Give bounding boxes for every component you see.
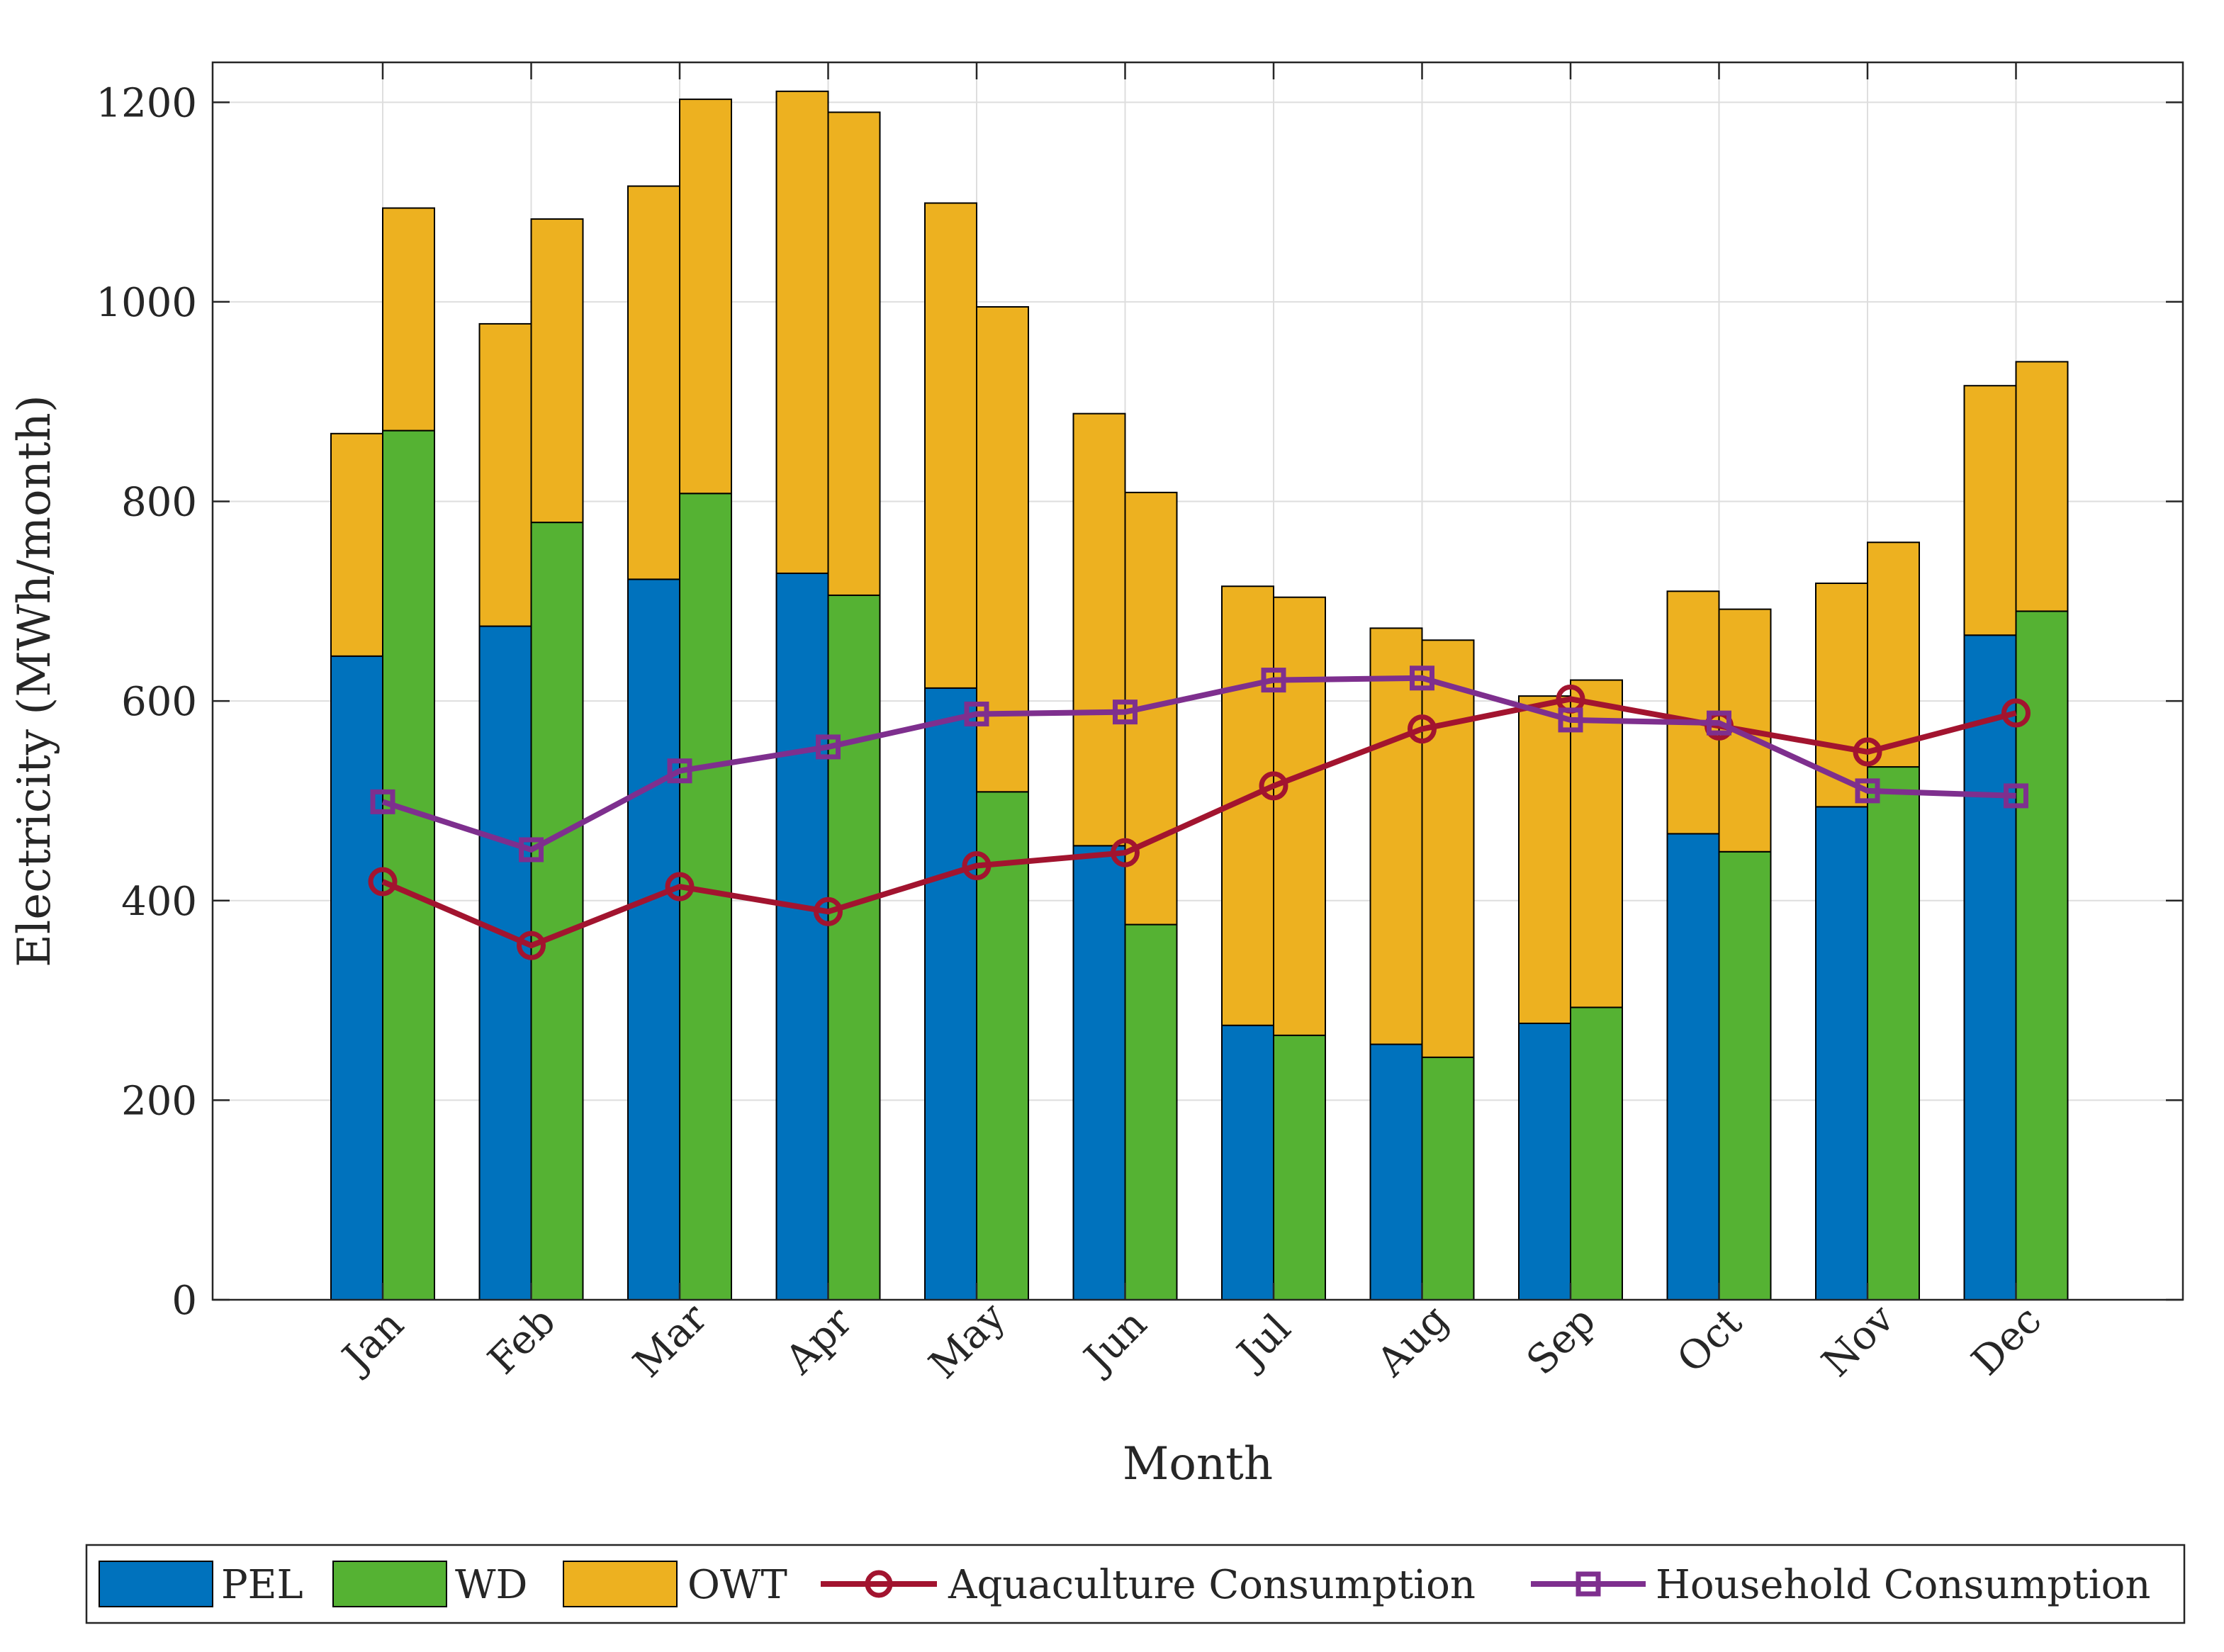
y-tick-label: 1200 bbox=[96, 80, 197, 126]
bar-wd-aug-right bbox=[1421, 1056, 1475, 1300]
point-aquaculture-consumption-jun bbox=[1111, 838, 1140, 867]
bar-pel-oct-left bbox=[1666, 833, 1720, 1300]
bar-wd-nov-right bbox=[1867, 766, 1920, 1300]
y-axis-label: Electricity (MWh/month) bbox=[9, 395, 61, 967]
point-aquaculture-consumption-nov bbox=[1853, 737, 1882, 767]
point-household-consumption-feb bbox=[519, 837, 544, 862]
bar-owt-apr-left bbox=[775, 90, 829, 574]
bar-owt-mar-right bbox=[679, 99, 732, 495]
y-tick-label: 600 bbox=[121, 679, 197, 725]
legend-label-household: Household Consumption bbox=[1656, 1562, 2150, 1608]
legend: PEL WD OWT Aquaculture Consumption House… bbox=[85, 1544, 2186, 1624]
series-lines bbox=[368, 665, 2031, 960]
bar-pel-jan-left bbox=[330, 655, 383, 1300]
bar-pel-sep-left bbox=[1518, 1022, 1571, 1301]
legend-marker-aquaculture bbox=[865, 1570, 893, 1598]
point-household-consumption-sep bbox=[1558, 707, 1583, 733]
bar-wd-feb-right bbox=[530, 522, 584, 1300]
bar-pel-nov-left bbox=[1815, 806, 1868, 1300]
y-tick-label: 0 bbox=[172, 1278, 197, 1324]
y-tick-label: 800 bbox=[121, 480, 197, 526]
bar-pel-aug-left bbox=[1369, 1043, 1423, 1301]
legend-label-aquaculture: Aquaculture Consumption bbox=[948, 1562, 1476, 1608]
legend-swatch-pel bbox=[99, 1561, 213, 1607]
bar-owt-nov-right bbox=[1867, 541, 1920, 768]
point-household-consumption-oct bbox=[1707, 710, 1731, 736]
bar-wd-may-right bbox=[976, 791, 1029, 1300]
y-tick-label: 200 bbox=[121, 1078, 197, 1124]
point-household-consumption-nov bbox=[1855, 778, 1880, 804]
point-household-consumption-dec bbox=[2004, 783, 2028, 809]
bar-owt-jan-right bbox=[382, 207, 435, 432]
legend-swatch-wd bbox=[332, 1561, 447, 1607]
bar-owt-may-left bbox=[924, 202, 977, 689]
axis-ticks bbox=[213, 62, 2183, 1301]
bar-owt-dec-left bbox=[1963, 385, 2017, 636]
bar-wd-jan-right bbox=[382, 429, 435, 1300]
bar-pel-apr-left bbox=[775, 572, 829, 1300]
legend-label-pel: PEL bbox=[221, 1562, 303, 1608]
legend-swatch-owt bbox=[563, 1561, 678, 1607]
bar-owt-aug-left bbox=[1369, 627, 1423, 1045]
bar-pel-mar-left bbox=[627, 578, 680, 1300]
bar-pel-jun-left bbox=[1072, 845, 1126, 1301]
plot-frame bbox=[211, 61, 2184, 1301]
bar-owt-aug-right bbox=[1421, 639, 1475, 1058]
bar-owt-feb-left bbox=[478, 322, 532, 627]
point-household-consumption-jan bbox=[370, 789, 395, 814]
bar-owt-sep-right bbox=[1570, 679, 1623, 1008]
bar-wd-jul-right bbox=[1273, 1034, 1326, 1300]
legend-marker-household bbox=[1576, 1571, 1601, 1597]
point-aquaculture-consumption-jan bbox=[368, 867, 398, 897]
bar-owt-sep-left bbox=[1518, 695, 1571, 1024]
bar-pel-feb-left bbox=[478, 625, 532, 1300]
point-aquaculture-consumption-may bbox=[962, 850, 992, 880]
y-tick-label: 1000 bbox=[96, 280, 197, 326]
bars bbox=[330, 90, 2069, 1301]
point-aquaculture-consumption-apr bbox=[814, 897, 843, 926]
bar-owt-feb-right bbox=[530, 218, 584, 524]
bar-owt-mar-left bbox=[627, 185, 680, 580]
legend-label-wd: WD bbox=[455, 1562, 527, 1608]
y-tick-label: 400 bbox=[121, 879, 197, 925]
point-household-consumption-apr bbox=[816, 734, 841, 760]
bar-pel-jul-left bbox=[1221, 1024, 1274, 1300]
bar-owt-jul-right bbox=[1273, 596, 1326, 1036]
bar-wd-sep-right bbox=[1570, 1006, 1623, 1301]
line-aquaculture-consumption bbox=[381, 696, 2017, 949]
point-aquaculture-consumption-dec bbox=[2001, 698, 2031, 728]
point-aquaculture-consumption-mar bbox=[665, 872, 695, 901]
bar-wd-apr-right bbox=[827, 594, 881, 1300]
y-tick-labels: 0 200 400 600 800 1000 1200 bbox=[96, 80, 197, 1324]
bar-pel-dec-left bbox=[1963, 634, 2017, 1300]
bar-owt-apr-right bbox=[827, 111, 881, 596]
x-axis-label: Month bbox=[1123, 1438, 1273, 1490]
bar-owt-jun-left bbox=[1072, 412, 1126, 847]
point-household-consumption-jun bbox=[1113, 699, 1138, 725]
point-household-consumption-jul bbox=[1261, 668, 1286, 693]
bar-wd-dec-right bbox=[2015, 610, 2069, 1300]
point-aquaculture-consumption-jul bbox=[1259, 771, 1288, 801]
point-household-consumption-may bbox=[964, 701, 989, 726]
bar-owt-jan-left bbox=[330, 432, 383, 657]
bar-wd-oct-right bbox=[1718, 850, 1772, 1300]
line-household-consumption bbox=[381, 675, 2016, 853]
point-household-consumption-aug bbox=[1410, 665, 1434, 691]
bar-wd-jun-right bbox=[1124, 923, 1178, 1300]
point-aquaculture-consumption-aug bbox=[1408, 714, 1437, 744]
legend-label-owt: OWT bbox=[687, 1562, 787, 1608]
point-household-consumption-mar bbox=[667, 758, 692, 784]
bar-owt-dec-right bbox=[2015, 361, 2069, 612]
bar-pel-may-left bbox=[924, 687, 977, 1300]
point-aquaculture-consumption-feb bbox=[517, 931, 546, 960]
